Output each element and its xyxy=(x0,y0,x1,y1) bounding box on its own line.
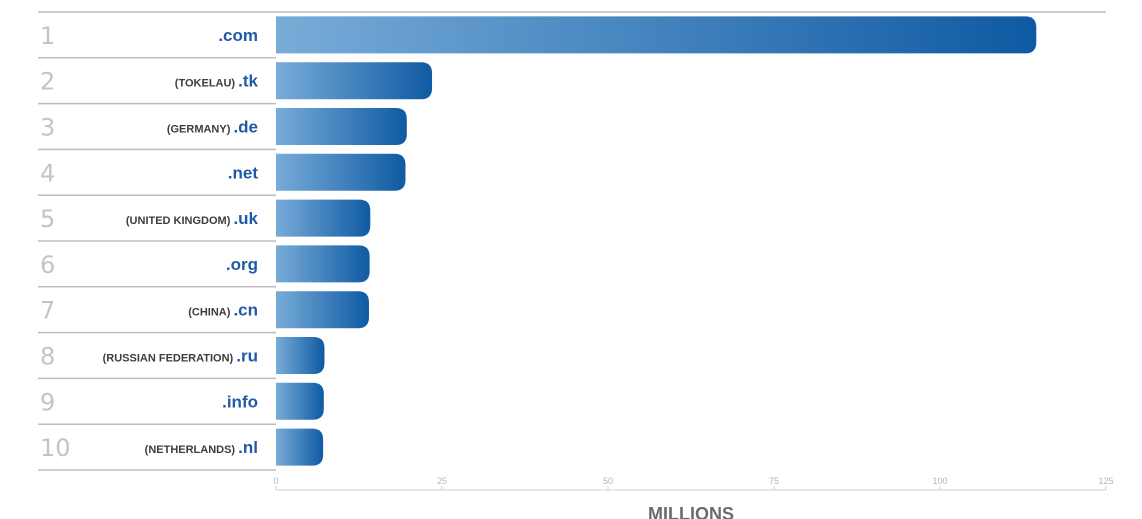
country-name: (NETHERLANDS) xyxy=(145,444,239,456)
rank-label: 6 xyxy=(40,251,55,279)
rank-label: 9 xyxy=(40,388,55,416)
rank-label: 1 xyxy=(40,22,55,50)
category-label: (TOKELAU) .tk xyxy=(175,72,259,91)
x-tick-label: 0 xyxy=(273,476,278,486)
tld-name: .ru xyxy=(236,347,258,366)
category-label: (RUSSIAN FEDERATION) .ru xyxy=(103,347,258,366)
tld-name: .org xyxy=(226,255,258,274)
tld-name: .net xyxy=(228,163,259,182)
bar-tk xyxy=(276,62,433,100)
bar-uk xyxy=(276,199,371,237)
x-axis-title: MILLIONS xyxy=(648,504,734,519)
tld-name: .info xyxy=(222,392,258,411)
tld-name: .nl xyxy=(238,438,258,457)
country-name: (GERMANY) xyxy=(167,124,234,136)
bar-de xyxy=(276,108,407,145)
country-name: (RUSSIAN FEDERATION) xyxy=(103,353,237,365)
x-tick-label: 75 xyxy=(769,476,779,486)
category-label: (GERMANY) .de xyxy=(167,118,258,137)
bar-info xyxy=(276,382,324,420)
category-label: .net xyxy=(228,163,259,182)
rank-label: 8 xyxy=(40,343,55,371)
chart-bars xyxy=(276,16,1037,471)
category-label: .info xyxy=(222,392,258,411)
bar-cn xyxy=(276,291,369,329)
x-tick-label: 50 xyxy=(603,476,613,486)
category-label: (NETHERLANDS) .nl xyxy=(145,438,258,457)
tld-name: .de xyxy=(233,118,258,137)
tld-name: .com xyxy=(218,26,258,45)
x-tick-label: 25 xyxy=(437,476,447,486)
category-label: .org xyxy=(226,255,258,274)
x-tick-label: 125 xyxy=(1098,476,1113,486)
country-name: (TOKELAU) xyxy=(175,78,238,90)
country-name: (UNITED KINGDOM) xyxy=(126,215,234,227)
category-label: (CHINA) .cn xyxy=(188,301,258,320)
rank-label: 3 xyxy=(40,114,55,142)
rank-label: 10 xyxy=(40,434,71,462)
category-label: .com xyxy=(218,26,258,45)
bar-ru xyxy=(276,337,325,374)
tld-name: .uk xyxy=(233,209,258,228)
chart-rows: 1 .com 2 (TOKELAU) .tk 3 (GERMANY) .de 4 .net 5 (… xyxy=(38,11,1106,471)
bar-nl xyxy=(276,428,324,466)
bar-org xyxy=(276,245,370,283)
x-axis: 0 25 50 75 100 125 xyxy=(273,476,1114,491)
x-tick-label: 100 xyxy=(932,476,947,486)
rank-label: 7 xyxy=(40,297,55,325)
country-name: (CHINA) xyxy=(188,307,233,319)
rank-label: 2 xyxy=(40,68,55,96)
rank-label: 4 xyxy=(40,159,55,187)
category-label: (UNITED KINGDOM) .uk xyxy=(126,209,259,228)
bar-com xyxy=(276,16,1037,54)
bar-net xyxy=(276,153,406,191)
tld-name: .tk xyxy=(238,72,258,91)
rank-label: 5 xyxy=(40,205,55,233)
tld-name: .cn xyxy=(233,301,258,320)
